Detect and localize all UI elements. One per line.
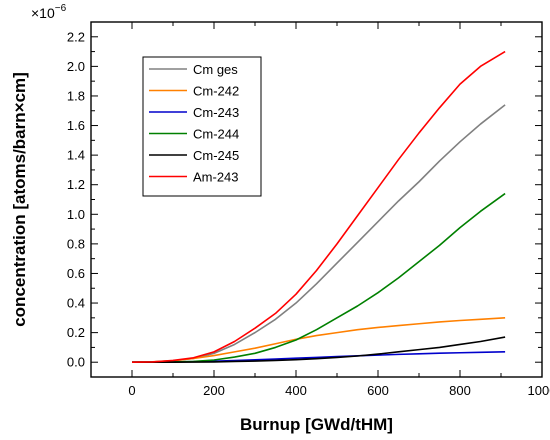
y-multiplier-exponent: −6 (55, 3, 67, 14)
y-tick-label: 2.2 (67, 29, 85, 44)
legend-label: Cm ges (193, 62, 238, 77)
y-tick-label: 1.8 (67, 88, 85, 103)
legend-label: Cm-242 (193, 84, 239, 99)
y-tick-label: 0.2 (67, 325, 85, 340)
legend-label: Am-243 (193, 170, 239, 185)
legend-box (142, 56, 262, 197)
series-line-am-243 (131, 50, 506, 364)
x-tick-label: 800 (449, 383, 471, 398)
legend-label: Cm-243 (193, 105, 239, 120)
y-tick-label: 1.2 (67, 177, 85, 192)
legend: Cm ges Cm-242 Cm-243 Cm-244 Cm-245 Am-243 (142, 56, 262, 197)
y-tick-label: 2.0 (67, 59, 85, 74)
x-tick-label: 200 (203, 383, 225, 398)
series-line-cm-245 (132, 336, 506, 364)
y-tick-label: 0.0 (67, 355, 85, 370)
y-tick-label: 0.4 (67, 296, 85, 311)
y-tick-label: 1.4 (67, 148, 85, 163)
y-tick-label: 1.0 (67, 207, 85, 222)
x-tick-label: 400 (285, 383, 307, 398)
legend-label: Cm-245 (193, 148, 239, 163)
y-multiplier-base: ×10 (31, 5, 55, 21)
x-tick-label: 600 (367, 383, 389, 398)
series-layer (131, 50, 506, 364)
y-tick-label: 0.6 (67, 266, 85, 281)
y-tick-label: 0.8 (67, 236, 85, 251)
x-axis-title: Burnup [GWd/tHM] (240, 415, 393, 434)
x-tick-label: 0 (128, 383, 135, 398)
y-tick-label: 1.6 (67, 118, 85, 133)
y-axis-title: concentration [atoms/barn×cm] (10, 72, 29, 327)
legend-label: Cm-244 (193, 127, 239, 142)
y-axis-multiplier: ×10−6 (31, 3, 67, 21)
